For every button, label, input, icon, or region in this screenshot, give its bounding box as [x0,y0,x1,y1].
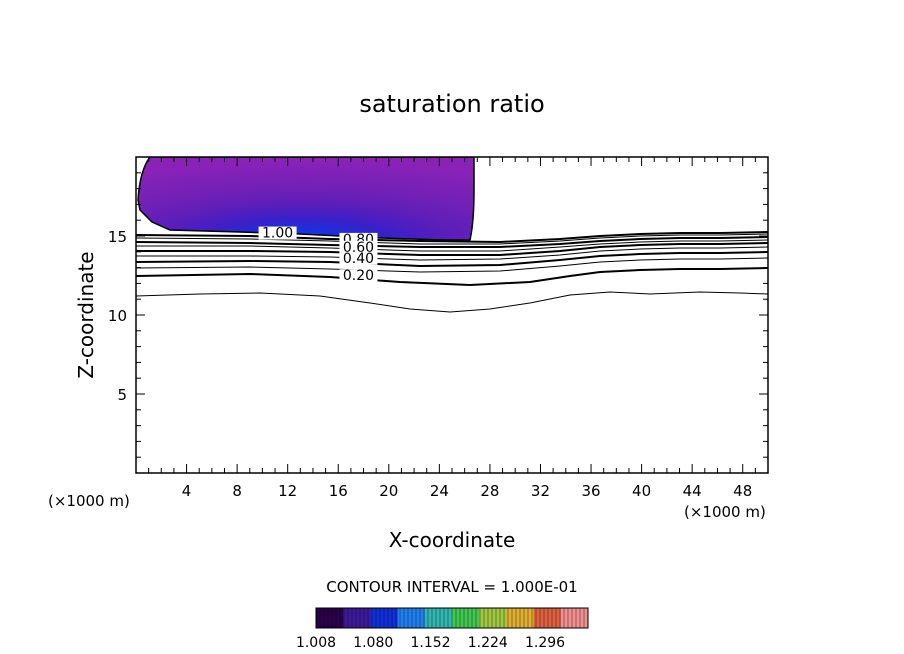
colorbar-segment-3 [397,608,426,628]
x-tick-label-4: 4 [182,482,192,500]
colorbar-label-2: 1.152 [410,635,450,651]
y-axis-label: Z-coordinate [74,251,98,378]
colorbar-label-3: 1.224 [468,635,508,651]
contour-line-0-30 [136,257,768,273]
x-tick-label-28: 28 [480,482,499,500]
colorbar-segment-6 [479,608,507,628]
colorbar-segment-1 [343,608,371,628]
x-tick-label-20: 20 [379,482,398,500]
x-tick-label-12: 12 [278,482,297,500]
contour-line-0-70 [136,239,768,252]
x-tick-label-44: 44 [683,482,702,500]
contour-label-4: 0.20 [343,268,374,284]
y-tick-label-10: 10 [108,307,127,325]
x-tick-label-16: 16 [329,482,348,500]
x-tick-label-24: 24 [430,482,449,500]
contour-label-0: 1.00 [262,226,293,242]
contour-label-bg-2 [339,240,378,254]
x-axis-label: X-coordinate [389,528,516,552]
x-tick-label-32: 32 [531,482,550,500]
x-tick-label-8: 8 [232,482,242,500]
colorbar-tick-labels: 1.008 1.080 1.152 1.224 1.296 [296,635,565,651]
x-tick-labels: 4 8 12 16 20 24 28 32 36 40 44 48 [182,482,752,500]
colorbar-label-1: 1.080 [353,635,393,651]
contour-line-0-50 [136,246,768,261]
contour-line-0-80 [136,236,768,248]
contour-line-0-40 [136,251,768,268]
saturation-shaded-region [137,157,475,241]
axis-ticks [136,157,768,473]
colorbar-segment-0 [316,608,344,628]
y-tick-label-15: 15 [108,228,127,246]
x-unit-right: (×1000 m) [684,503,766,521]
colorbar-segment-5 [452,608,480,628]
x-unit-left: (×1000 m) [48,492,130,510]
contour-label-2: 0.60 [343,240,374,256]
contour-line-0-60 [136,242,768,256]
contour-label-bg-4 [339,269,378,283]
contour-labels: 1.00 0.800.600.400.20 [258,226,378,284]
contour-line-0-20 [136,267,768,287]
colorbar-segment-8 [533,608,562,628]
contour-line-0-10 [136,291,768,313]
colorbar-frame [315,607,589,629]
colorbar [315,608,589,628]
contour-label-bg-0 [258,226,297,240]
contour-line-0-90 [136,233,768,245]
chart-title: saturation ratio [359,90,544,118]
colorbar-label-4: 1.296 [525,635,565,651]
x-tick-label-48: 48 [733,482,752,500]
x-tick-label-36: 36 [581,482,600,500]
contour-label-3: 0.40 [343,251,374,267]
colorbar-label-0: 1.008 [296,635,336,651]
contour-label-bg-3 [339,251,378,265]
contour-interval-label: CONTOUR INTERVAL = 1.000E-01 [326,578,577,596]
x-tick-label-40: 40 [632,482,651,500]
y-tick-label-5: 5 [117,386,127,404]
contour-line-1-00 [136,231,768,244]
y-tick-labels: 5 10 15 [108,228,127,404]
